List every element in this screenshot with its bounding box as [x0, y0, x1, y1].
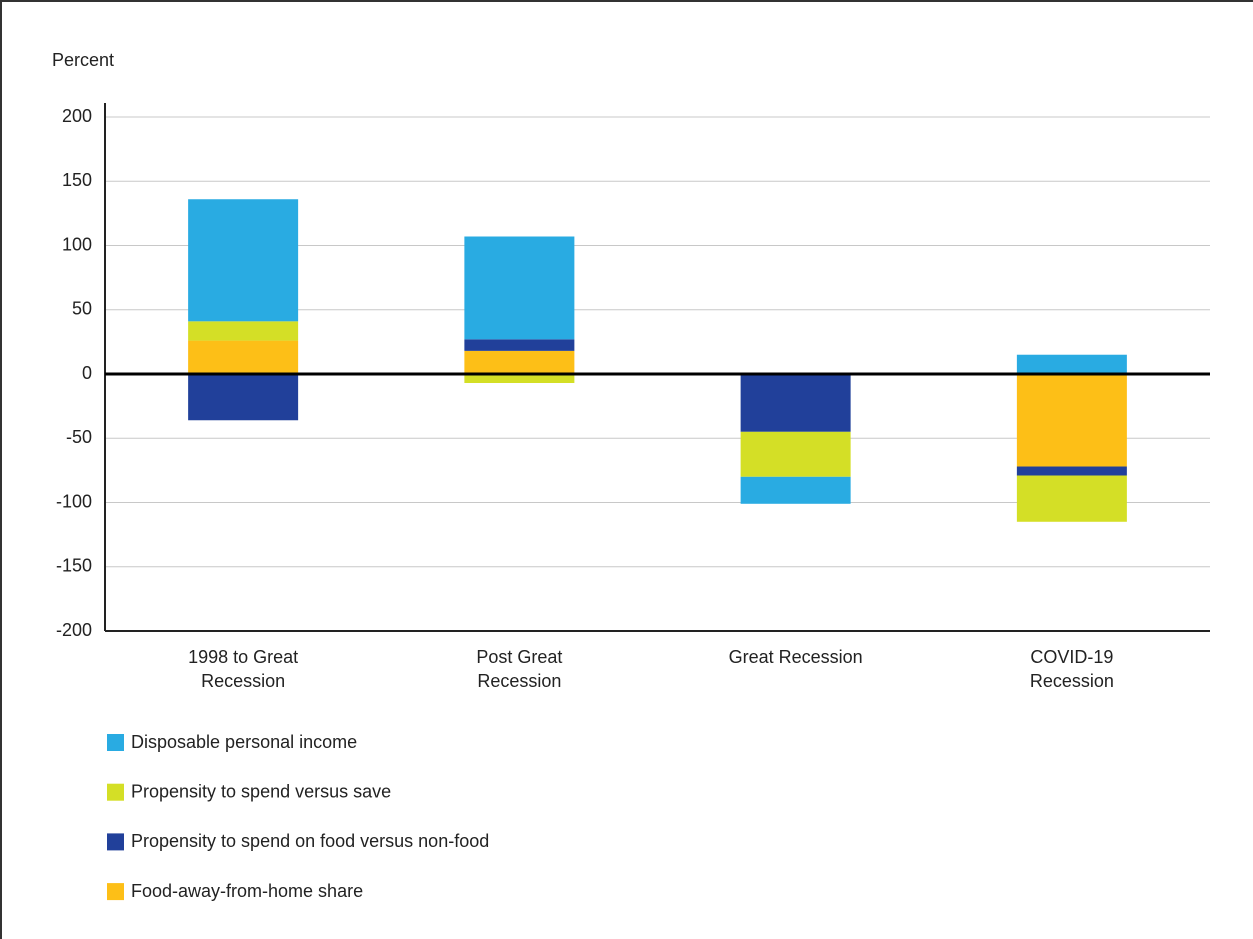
- x-tick-label: Great Recession: [728, 647, 863, 667]
- bar-segment: [740, 476, 851, 504]
- bar-segment: [740, 374, 851, 432]
- y-axis-label: Percent: [52, 50, 114, 70]
- y-tick-label: 200: [62, 106, 92, 126]
- x-tick-label: COVID-19 Recession: [1029, 647, 1114, 691]
- legend-swatch: [107, 734, 124, 751]
- x-tick-label: Post Great Recession: [476, 647, 563, 691]
- y-tick-label: -50: [66, 427, 92, 447]
- legend-swatch: [107, 833, 124, 851]
- y-tick-label: 50: [72, 299, 92, 319]
- legend-swatch: [107, 883, 124, 901]
- bar-segment: [188, 321, 299, 341]
- legend-swatch: [107, 783, 124, 801]
- bar-segment: [464, 374, 575, 383]
- bar-segment: [464, 350, 575, 374]
- bar-segment: [1016, 475, 1127, 522]
- legend-label: Propensity to spend on food versus non-f…: [131, 831, 489, 851]
- y-tick-label: 150: [62, 170, 92, 190]
- y-tick-label: 0: [82, 363, 92, 383]
- legend-label: Disposable personal income: [131, 732, 357, 752]
- legend-label: Food-away-from-home share: [131, 881, 363, 901]
- bar-segment: [1016, 354, 1127, 374]
- bar-segment: [188, 340, 299, 374]
- bar-segment: [464, 236, 575, 340]
- legend-label: Propensity to spend versus save: [131, 781, 391, 801]
- bar-segment: [464, 339, 575, 351]
- x-tick-label: 1998 to Great Recession: [188, 647, 299, 691]
- y-tick-label: 100: [62, 234, 92, 254]
- y-tick-label: -150: [56, 556, 92, 576]
- bar-segment: [1016, 466, 1127, 476]
- bar-segment: [1016, 374, 1127, 467]
- bar-segment: [188, 374, 299, 421]
- bar-segment: [188, 199, 299, 322]
- y-tick-label: -200: [56, 620, 92, 640]
- y-tick-label: -100: [56, 491, 92, 511]
- bar-segment: [740, 431, 851, 477]
